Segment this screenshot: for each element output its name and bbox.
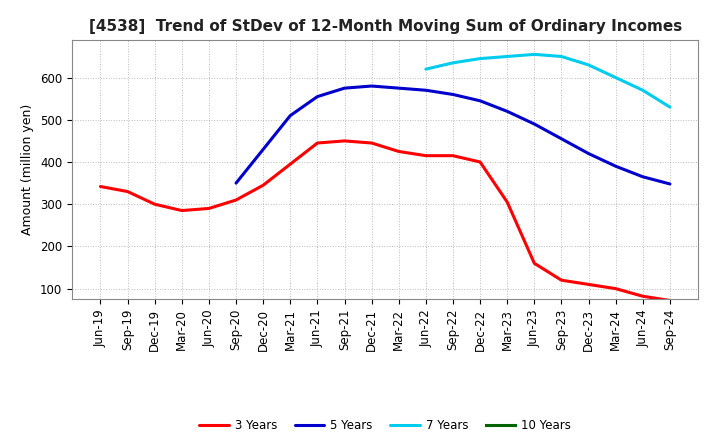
3 Years: [476, 159, 485, 165]
5 Years: [476, 98, 485, 103]
3 Years: [259, 183, 268, 188]
7 Years: [503, 54, 511, 59]
3 Years: [421, 153, 430, 158]
3 Years: [530, 260, 539, 266]
3 Years: [341, 138, 349, 143]
7 Years: [665, 104, 674, 110]
Line: 3 Years: 3 Years: [101, 141, 670, 301]
5 Years: [665, 181, 674, 187]
5 Years: [341, 85, 349, 91]
3 Years: [150, 202, 159, 207]
7 Years: [639, 88, 647, 93]
3 Years: [204, 206, 213, 211]
5 Years: [232, 180, 240, 186]
3 Years: [639, 293, 647, 299]
5 Years: [313, 94, 322, 99]
7 Years: [557, 54, 566, 59]
7 Years: [476, 56, 485, 61]
3 Years: [584, 282, 593, 287]
5 Years: [557, 136, 566, 141]
3 Years: [611, 286, 620, 291]
3 Years: [367, 140, 376, 146]
3 Years: [232, 198, 240, 203]
5 Years: [367, 84, 376, 89]
3 Years: [286, 161, 294, 167]
5 Years: [503, 109, 511, 114]
Legend: 3 Years, 5 Years, 7 Years, 10 Years: 3 Years, 5 Years, 7 Years, 10 Years: [194, 414, 576, 436]
5 Years: [639, 174, 647, 180]
5 Years: [421, 88, 430, 93]
5 Years: [611, 164, 620, 169]
5 Years: [286, 113, 294, 118]
3 Years: [96, 184, 105, 189]
5 Years: [449, 92, 457, 97]
Y-axis label: Amount (million yen): Amount (million yen): [22, 104, 35, 235]
5 Years: [259, 147, 268, 152]
5 Years: [584, 151, 593, 156]
Line: 5 Years: 5 Years: [236, 86, 670, 184]
3 Years: [503, 199, 511, 205]
3 Years: [665, 298, 674, 303]
3 Years: [557, 278, 566, 283]
3 Years: [395, 149, 403, 154]
3 Years: [178, 208, 186, 213]
5 Years: [395, 85, 403, 91]
3 Years: [313, 140, 322, 146]
7 Years: [611, 75, 620, 80]
3 Years: [123, 189, 132, 194]
Title: [4538]  Trend of StDev of 12-Month Moving Sum of Ordinary Incomes: [4538] Trend of StDev of 12-Month Moving…: [89, 19, 682, 34]
7 Years: [421, 66, 430, 72]
3 Years: [449, 153, 457, 158]
7 Years: [584, 62, 593, 68]
7 Years: [530, 52, 539, 57]
Line: 7 Years: 7 Years: [426, 55, 670, 107]
5 Years: [530, 121, 539, 127]
7 Years: [449, 60, 457, 66]
